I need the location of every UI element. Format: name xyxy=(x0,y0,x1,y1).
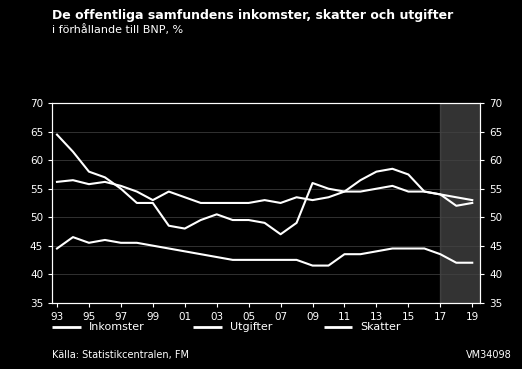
Text: Källa: Statistikcentralen, FM: Källa: Statistikcentralen, FM xyxy=(52,350,189,360)
Text: Utgifter: Utgifter xyxy=(230,321,272,332)
Bar xyxy=(441,103,480,303)
Text: Skatter: Skatter xyxy=(360,321,401,332)
Text: VM34098: VM34098 xyxy=(466,350,512,360)
Text: De offentliga samfundens inkomster, skatter och utgifter: De offentliga samfundens inkomster, skat… xyxy=(52,9,454,22)
Text: i förhållande till BNP, %: i förhållande till BNP, % xyxy=(52,24,183,35)
Text: Inkomster: Inkomster xyxy=(89,321,145,332)
